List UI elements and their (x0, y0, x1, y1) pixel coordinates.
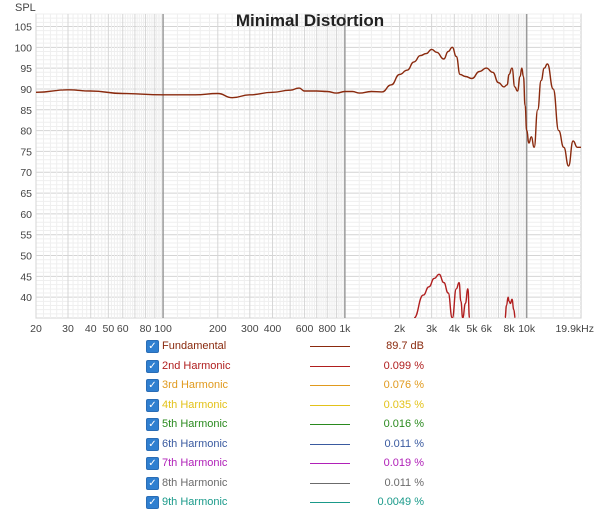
x-tick-label: 10k (518, 323, 536, 335)
plot-lines (36, 46, 581, 318)
legend-row-2nd-harmonic: ✓ 2nd Harmonic 0.099 % (146, 359, 586, 375)
x-tick-label: 600 (296, 323, 314, 335)
x-tick-label: 6k (481, 323, 493, 335)
legend-row-9th-harmonic: ✓ 9th Harmonic 0.0049 % (146, 495, 586, 511)
x-tick-label: 300 (241, 323, 259, 335)
legend-label: 3rd Harmonic (162, 379, 229, 391)
legend-label: 6th Harmonic (162, 437, 228, 450)
legend-checkbox-fundamental[interactable]: ✓ (146, 340, 159, 353)
legend-value: 0.011 % (384, 437, 424, 450)
legend-swatch-line (310, 404, 350, 406)
legend-value: 0.019 % (383, 457, 424, 469)
legend-swatch-line (310, 365, 350, 367)
y-tick-label: 80 (20, 126, 32, 138)
x-tick-label: 80 (140, 323, 152, 335)
legend-checkbox-4th-harmonic[interactable]: ✓ (146, 398, 159, 412)
x-tick-label: 40 (85, 323, 97, 335)
legend-swatch-line (310, 463, 350, 464)
legend-label: 2nd Harmonic (162, 359, 231, 372)
x-tick-label: 4k (449, 323, 461, 335)
legend-label: 8th Harmonic (162, 476, 228, 489)
legend-row-7th-harmonic: ✓ 7th Harmonic 0.019 % (146, 456, 586, 472)
legend-checkbox-8th-harmonic[interactable]: ✓ (146, 476, 159, 490)
legend-checkbox-7th-harmonic[interactable]: ✓ (146, 457, 159, 470)
2nd-harmonic-line (413, 273, 471, 318)
plot-area (35, 13, 582, 319)
x-tick-label: 400 (264, 323, 282, 335)
legend-label: 9th Harmonic (162, 496, 228, 508)
x-tick-label: 30 (62, 323, 74, 335)
y-axis-label: SPL (15, 2, 36, 14)
legend-value: 0.0049 % (377, 496, 424, 508)
y-tick-label: 90 (20, 84, 32, 96)
y-tick-label: 50 (20, 251, 32, 263)
legend-row-5th-harmonic: ✓ 5th Harmonic 0.016 % (146, 417, 586, 433)
legend-row-6th-harmonic: ✓ 6th Harmonic 0.011 % (146, 437, 586, 453)
y-tick-label: 45 (20, 271, 32, 283)
x-tick-label: 2k (394, 323, 406, 335)
y-tick-label: 60 (20, 209, 32, 221)
legend-value: 0.076 % (383, 379, 424, 391)
legend-checkbox-3rd-harmonic[interactable]: ✓ (146, 379, 159, 392)
y-tick-label: 55 (20, 230, 32, 242)
y-tick-label: 100 (14, 42, 32, 54)
legend-label: Fundamental (162, 340, 227, 352)
y-tick-label: 75 (20, 146, 32, 158)
legend-checkbox-6th-harmonic[interactable]: ✓ (146, 437, 159, 451)
legend-row-4th-harmonic: ✓ 4th Harmonic 0.035 % (146, 398, 586, 414)
legend-label: 7th Harmonic (162, 457, 228, 469)
legend-value: 0.035 % (383, 398, 424, 411)
x-tick-label: 20 (30, 323, 42, 335)
y-tick-label: 65 (20, 188, 32, 200)
x-tick-label: 8k (504, 323, 516, 335)
x-axis-ticks: 20 30 40 50 60 80 100 200 300 400 600 800 1k 2k 3k 4k 5k… (30, 323, 594, 335)
legend-swatch-line (310, 346, 350, 347)
legend-swatch-line (310, 385, 350, 386)
x-tick-label: 3k (426, 323, 438, 335)
legend-swatch-line (310, 443, 350, 445)
y-tick-label: 85 (20, 105, 32, 117)
x-tick-label: 5k (466, 323, 478, 335)
y-tick-label: 105 (14, 21, 32, 33)
x-tick-label: 50 (103, 323, 115, 335)
legend-swatch-line (310, 502, 350, 503)
x-tick-label: 1k (339, 323, 351, 335)
y-tick-label: 95 (20, 63, 32, 75)
legend-checkbox-5th-harmonic[interactable]: ✓ (146, 418, 159, 431)
legend-label: 5th Harmonic (162, 418, 228, 430)
legend-value: 89.7 dB (386, 340, 424, 352)
legend-swatch-line (310, 482, 350, 484)
x-tick-label: 200 (209, 323, 227, 335)
legend-swatch-line (310, 424, 350, 425)
legend-label: 4th Harmonic (162, 398, 228, 411)
y-axis-ticks: 105 100 95 90 85 80 75 70 65 60 55 50 45 40 (14, 21, 32, 304)
x-tick-label: 60 (117, 323, 129, 335)
x-tick-label: 800 (318, 323, 336, 335)
legend-checkbox-9th-harmonic[interactable]: ✓ (146, 496, 159, 509)
legend-row-fundamental: ✓ Fundamental 89.7 dB (146, 339, 586, 355)
legend-row-3rd-harmonic: ✓ 3rd Harmonic 0.076 % (146, 378, 586, 394)
legend-row-8th-harmonic: ✓ 8th Harmonic 0.011 % (146, 476, 586, 492)
2nd-harmonic-line (504, 296, 516, 318)
legend-value: 0.099 % (383, 359, 424, 372)
legend-value: 0.011 % (384, 476, 424, 489)
legend-value: 0.016 % (383, 418, 424, 430)
legend-checkbox-2nd-harmonic[interactable]: ✓ (146, 359, 159, 373)
x-tick-label: 19.9kHz (555, 323, 594, 335)
y-tick-label: 40 (20, 292, 32, 304)
y-tick-label: 70 (20, 167, 32, 179)
x-tick-label: 100 (154, 323, 172, 335)
chart-grid (35, 13, 582, 319)
fundamental-line (36, 46, 581, 167)
chart-title: Minimal Distortion (236, 11, 384, 30)
